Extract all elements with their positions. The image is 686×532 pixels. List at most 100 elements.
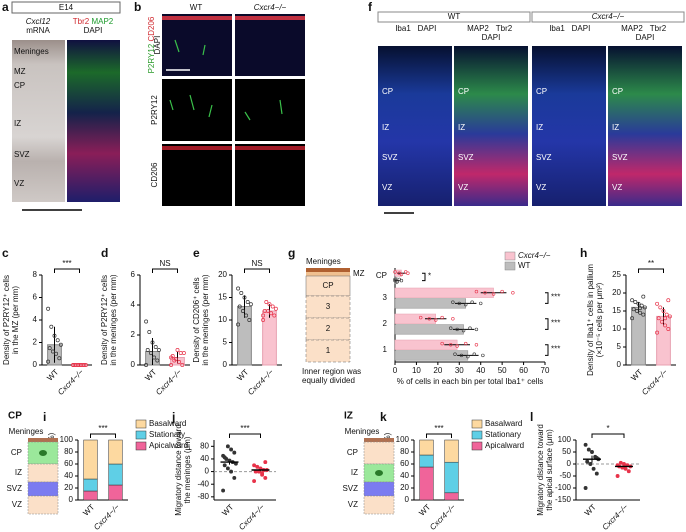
data-point	[641, 312, 646, 317]
layer-label: SVZ	[382, 153, 398, 162]
bar-segment	[419, 439, 434, 456]
data-point	[474, 289, 479, 294]
layer-label: Meninges	[14, 47, 49, 56]
y-tick-label: -80	[197, 492, 209, 501]
micrograph	[235, 79, 305, 141]
data-point	[590, 450, 594, 454]
data-point	[55, 338, 60, 343]
legend-swatch	[471, 419, 483, 429]
y-tick-label: 15	[218, 293, 227, 302]
y-tick-label: 4	[33, 315, 38, 324]
group-label: WT	[448, 12, 461, 21]
data-point	[236, 286, 241, 291]
y-tick-label: 0	[69, 495, 74, 504]
y-tick-label: 20	[218, 270, 227, 279]
panel-letter: l	[530, 410, 533, 424]
stain: MAP2	[91, 17, 113, 26]
schematic-layer	[27, 495, 59, 515]
y-tick-label: 8	[33, 270, 38, 279]
diagram-label: 2	[326, 324, 331, 333]
data-point	[470, 300, 474, 304]
y-tick-label: 0	[617, 360, 622, 369]
significance-bracket	[54, 268, 80, 273]
data-point	[239, 291, 244, 295]
stain: MAP2	[621, 24, 643, 33]
y-axis-label: in the meninges (per mm)	[201, 274, 210, 365]
data-point	[461, 328, 466, 333]
data-point	[54, 351, 59, 356]
data-point	[634, 309, 639, 313]
legend-label: Apicalward	[485, 441, 524, 450]
data-point	[150, 340, 155, 345]
significance-label: ***	[62, 259, 71, 268]
data-point	[393, 277, 397, 282]
legend-swatch	[135, 430, 147, 440]
data-point	[667, 314, 672, 319]
x-tick-label: 50	[498, 366, 507, 375]
data-point	[511, 291, 515, 295]
data-point	[264, 300, 269, 304]
fluorescence-image	[67, 40, 120, 202]
data-point	[145, 348, 150, 352]
panel-letter: a	[2, 0, 9, 14]
significance-label: **	[648, 259, 654, 268]
y-tick-label: CP	[376, 271, 387, 280]
bar	[394, 287, 494, 298]
schematic-label: VZ	[348, 500, 358, 509]
data-point	[399, 278, 404, 283]
group-box	[531, 11, 685, 23]
y-tick-label: 0	[567, 459, 572, 468]
legend-label: Basalward	[485, 419, 522, 428]
layer-label: CP	[612, 87, 623, 96]
micrograph	[162, 14, 232, 76]
micrograph	[454, 46, 528, 206]
panel-letter: f	[368, 0, 373, 14]
data-point	[169, 355, 174, 360]
significance-label: *	[606, 424, 609, 433]
data-point	[261, 313, 266, 318]
stain: CD206	[147, 16, 156, 41]
meninges-strip	[28, 438, 58, 442]
layer-label: VZ	[612, 183, 622, 192]
significance-label: NS	[159, 259, 170, 268]
y-tick-label: 3	[383, 293, 388, 302]
data-point	[221, 488, 226, 493]
layer-label: IZ	[458, 123, 465, 132]
y-tick-label: 100	[558, 435, 572, 444]
data-point	[594, 471, 599, 476]
data-point	[245, 300, 250, 304]
stain-label: Tbr2 MAP2	[73, 17, 114, 26]
data-point	[583, 442, 588, 447]
data-point	[449, 326, 453, 330]
schematic-layer	[363, 495, 395, 515]
data-point	[229, 469, 234, 474]
bar-segment	[444, 492, 459, 501]
data-point	[225, 466, 230, 471]
significance-bracket	[591, 433, 625, 438]
x-tick-label: 10	[412, 366, 421, 375]
significance-bracket	[422, 272, 426, 282]
legend-label: Cxcr4−/−	[518, 251, 551, 260]
data-point	[633, 300, 638, 304]
significance-label: ***	[551, 345, 560, 354]
data-point	[591, 466, 596, 471]
data-point	[474, 343, 479, 347]
data-point	[636, 301, 641, 306]
layer-label: VZ	[14, 179, 24, 188]
data-point	[144, 363, 149, 367]
significance-label: ***	[551, 293, 560, 302]
stage-label: E14	[59, 3, 74, 12]
x-tick-label: WT	[45, 367, 60, 382]
x-tick-label: Cxcr4−/−	[428, 502, 458, 532]
micrograph	[235, 14, 305, 76]
x-tick-label: Cxcr4−/−	[154, 367, 184, 397]
diagram-layer	[305, 339, 351, 363]
y-tick-label: 0	[405, 495, 410, 504]
data-point	[175, 348, 180, 352]
data-point	[222, 455, 227, 460]
bar	[394, 350, 469, 361]
meninges-strip	[306, 268, 350, 272]
data-point	[656, 316, 661, 321]
data-point	[427, 317, 431, 321]
layer-label: SVZ	[536, 153, 552, 162]
